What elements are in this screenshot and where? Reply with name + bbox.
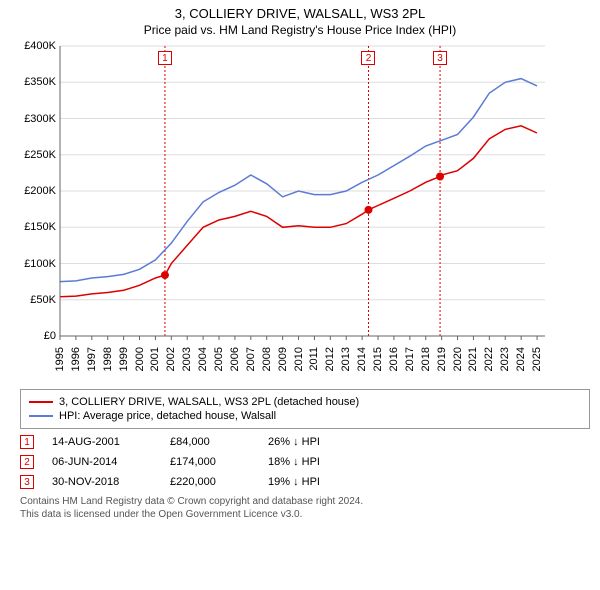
event-row: 2 06-JUN-2014 £174,000 18% ↓ HPI	[20, 455, 590, 469]
x-tick-label: 2009	[277, 347, 289, 371]
y-tick-label: £300K	[24, 113, 60, 125]
x-tick-label: 2000	[134, 347, 146, 371]
event-row: 1 14-AUG-2001 £84,000 26% ↓ HPI	[20, 435, 590, 449]
x-tick-label: 1999	[118, 347, 130, 371]
y-tick-label: £50K	[30, 294, 60, 306]
event-price: £220,000	[170, 476, 250, 488]
y-tick-label: £0	[44, 330, 60, 342]
reference-marker: 2	[361, 51, 375, 65]
y-tick-label: £400K	[24, 40, 60, 52]
x-tick-label: 2003	[181, 347, 193, 371]
x-tick-label: 2019	[436, 347, 448, 371]
chart-title: 3, COLLIERY DRIVE, WALSALL, WS3 2PL	[0, 0, 600, 21]
x-tick-label: 2021	[467, 347, 479, 371]
footer-line: This data is licensed under the Open Gov…	[20, 508, 590, 521]
legend: 3, COLLIERY DRIVE, WALSALL, WS3 2PL (det…	[20, 389, 590, 429]
event-date: 30-NOV-2018	[52, 476, 152, 488]
chart-subtitle: Price paid vs. HM Land Registry's House …	[0, 21, 600, 41]
x-tick-label: 2016	[388, 347, 400, 371]
x-tick-label: 2018	[420, 347, 432, 371]
event-date: 06-JUN-2014	[52, 456, 152, 468]
x-tick-label: 1997	[86, 347, 98, 371]
y-tick-label: £100K	[24, 258, 60, 270]
x-tick-label: 2022	[483, 347, 495, 371]
x-tick-label: 2012	[324, 347, 336, 371]
y-tick-label: £250K	[24, 149, 60, 161]
x-tick-label: 2025	[531, 347, 543, 371]
legend-item: HPI: Average price, detached house, Wals…	[29, 410, 581, 422]
event-delta: 18% ↓ HPI	[268, 456, 368, 468]
x-tick-label: 1998	[102, 347, 114, 371]
event-table: 1 14-AUG-2001 £84,000 26% ↓ HPI 2 06-JUN-2014…	[20, 435, 590, 489]
footer-attribution: Contains HM Land Registry data © Crown c…	[20, 495, 590, 521]
x-tick-label: 2017	[404, 347, 416, 371]
x-tick-label: 2008	[261, 347, 273, 371]
chart-plot-area: £0 £50K £100K £150K £200K £250K £300K £350K £400…	[10, 41, 550, 381]
event-price: £174,000	[170, 456, 250, 468]
event-row: 3 30-NOV-2018 £220,000 19% ↓ HPI	[20, 475, 590, 489]
x-tick-label: 2011	[308, 347, 320, 371]
event-delta: 19% ↓ HPI	[268, 476, 368, 488]
x-tick-label: 1996	[70, 347, 82, 371]
legend-item: 3, COLLIERY DRIVE, WALSALL, WS3 2PL (det…	[29, 396, 581, 408]
y-tick-label: £150K	[24, 221, 60, 233]
x-tick-label: 2023	[499, 347, 511, 371]
event-marker-icon: 3	[20, 475, 34, 489]
y-tick-label: £350K	[24, 76, 60, 88]
x-tick-label: 2010	[293, 347, 305, 371]
x-tick-label: 2013	[340, 347, 352, 371]
x-tick-label: 2024	[515, 347, 527, 371]
legend-swatch	[29, 401, 53, 403]
y-tick-label: £200K	[24, 185, 60, 197]
legend-label: HPI: Average price, detached house, Wals…	[59, 410, 276, 422]
x-tick-label: 2006	[229, 347, 241, 371]
legend-swatch	[29, 415, 53, 417]
x-tick-label: 1995	[54, 347, 66, 371]
footer-line: Contains HM Land Registry data © Crown c…	[20, 495, 590, 508]
reference-marker: 3	[433, 51, 447, 65]
chart-container: 3, COLLIERY DRIVE, WALSALL, WS3 2PL Pric…	[0, 0, 600, 590]
x-tick-label: 2005	[213, 347, 225, 371]
x-tick-label: 2001	[149, 347, 161, 371]
x-tick-label: 2020	[452, 347, 464, 371]
reference-marker: 1	[158, 51, 172, 65]
legend-label: 3, COLLIERY DRIVE, WALSALL, WS3 2PL (det…	[59, 396, 359, 408]
event-price: £84,000	[170, 436, 250, 448]
event-marker-icon: 1	[20, 435, 34, 449]
event-date: 14-AUG-2001	[52, 436, 152, 448]
x-tick-label: 2002	[165, 347, 177, 371]
x-tick-label: 2007	[245, 347, 257, 371]
event-delta: 26% ↓ HPI	[268, 436, 368, 448]
x-tick-label: 2014	[356, 347, 368, 371]
event-marker-icon: 2	[20, 455, 34, 469]
x-tick-label: 2015	[372, 347, 384, 371]
x-tick-label: 2004	[197, 347, 209, 371]
